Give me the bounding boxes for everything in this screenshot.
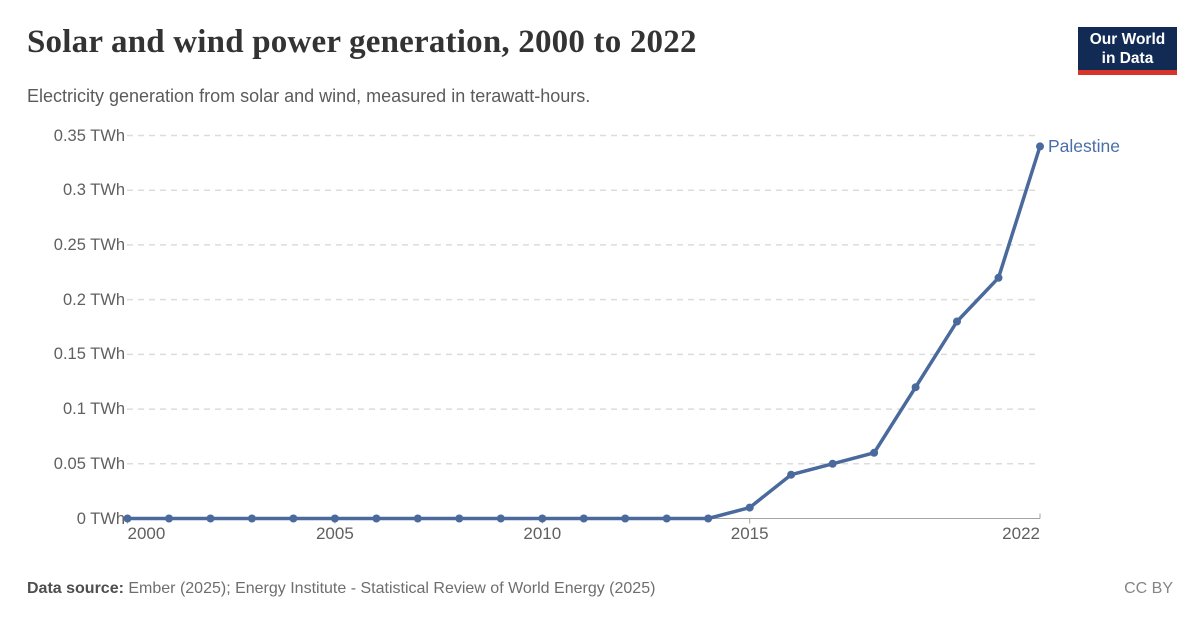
data-point[interactable]: [413, 514, 422, 523]
y-tick-label: 0.05 TWh: [53, 454, 125, 473]
data-point[interactable]: [455, 514, 464, 523]
y-tick-label: 0.3 TWh: [62, 181, 125, 200]
chart-title: Solar and wind power generation, 2000 to…: [27, 24, 697, 60]
x-tick-label: 2015: [730, 524, 769, 543]
y-tick-label: 0.35 TWh: [53, 126, 125, 145]
series-label-palestine[interactable]: Palestine: [1048, 136, 1120, 157]
data-point[interactable]: [870, 448, 879, 457]
data-point[interactable]: [289, 514, 298, 523]
y-tick-label: 0.2 TWh: [62, 290, 125, 309]
data-point[interactable]: [165, 514, 173, 523]
owid-logo: Our World in Data: [1078, 27, 1177, 75]
data-point[interactable]: [953, 317, 961, 326]
data-point[interactable]: [538, 514, 547, 523]
data-point[interactable]: [330, 514, 339, 523]
data-point[interactable]: [1036, 142, 1044, 151]
y-tick-label: 0.25 TWh: [53, 235, 125, 254]
data-point[interactable]: [662, 514, 671, 523]
data-point[interactable]: [372, 514, 381, 523]
data-point[interactable]: [828, 459, 837, 468]
data-point[interactable]: [206, 514, 215, 523]
data-point[interactable]: [123, 514, 132, 523]
data-source-label: Data source:: [27, 580, 124, 597]
data-point[interactable]: [911, 383, 920, 392]
data-point[interactable]: [496, 514, 505, 523]
data-point[interactable]: [994, 273, 1003, 282]
y-tick-label: 0.1 TWh: [62, 400, 125, 419]
data-point[interactable]: [704, 514, 713, 523]
license-link[interactable]: CC BY: [1124, 580, 1173, 597]
owid-logo-line2: in Data: [1101, 50, 1154, 67]
data-source-note: Data source: Ember (2025); Energy Instit…: [27, 580, 655, 598]
data-point[interactable]: [579, 514, 588, 523]
x-tick-label: 2010: [523, 524, 562, 543]
x-tick-label: 2000: [127, 524, 166, 543]
chart-subtitle: Electricity generation from solar and wi…: [27, 86, 591, 106]
data-point[interactable]: [745, 503, 754, 512]
series-line[interactable]: [125, 144, 1042, 521]
x-tick-label: 2005: [315, 524, 354, 543]
x-tick-label: 2022: [1002, 524, 1040, 543]
data-source-text: Ember (2025); Energy Institute - Statist…: [128, 580, 656, 597]
y-tick-label: 0 TWh: [76, 509, 125, 528]
y-tick-label: 0.15 TWh: [53, 345, 125, 364]
data-point[interactable]: [621, 514, 630, 523]
owid-logo-line1: Our World: [1089, 31, 1166, 48]
data-point[interactable]: [787, 470, 796, 479]
data-point[interactable]: [247, 514, 256, 523]
